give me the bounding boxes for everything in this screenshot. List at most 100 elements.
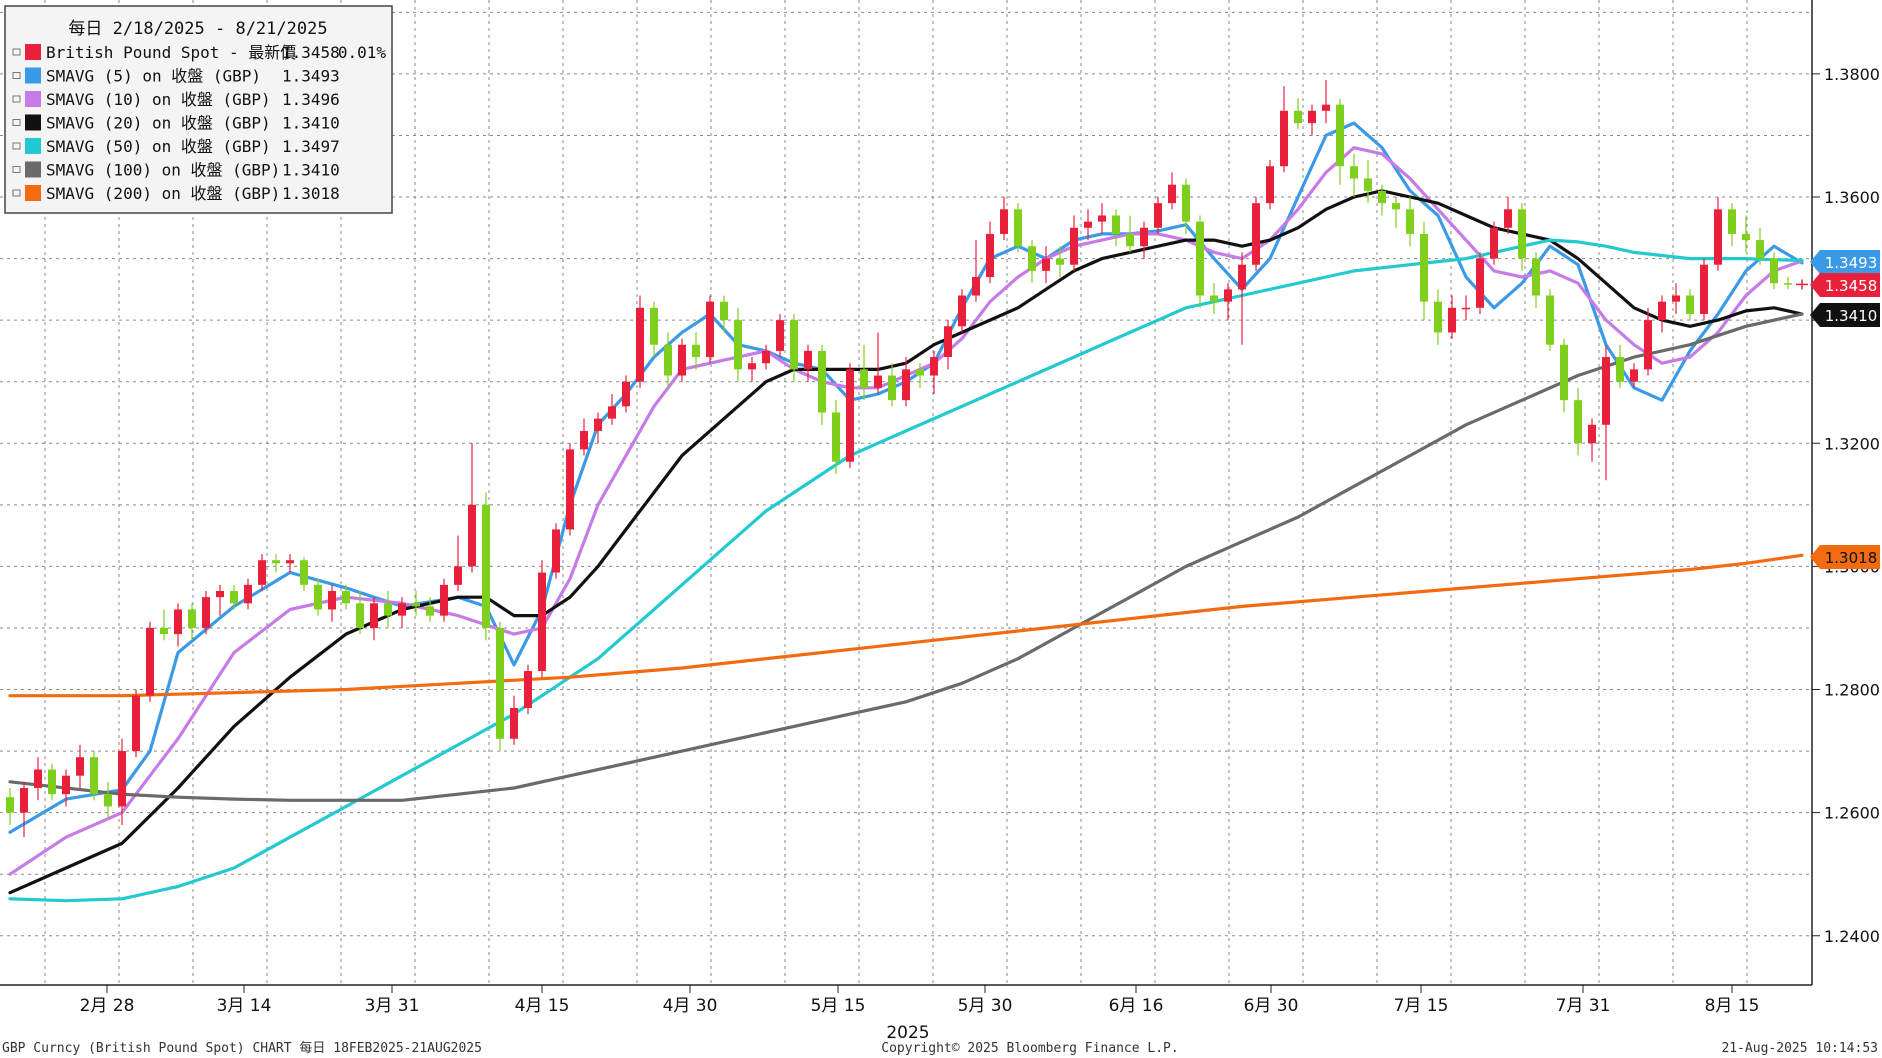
ma-line-100: [8, 312, 1804, 802]
legend-entry: SMAVG (5) on 收盤 (GBP) 1.3493: [12, 67, 340, 86]
candle: [916, 363, 924, 388]
candle: [356, 591, 364, 635]
candle: [1112, 209, 1120, 247]
candle: [188, 603, 196, 641]
candle: [1700, 258, 1708, 321]
candle: [1728, 203, 1736, 247]
footer-timestamp: 21-Aug-2025 10:14:53: [1721, 1041, 1878, 1056]
candle: [1756, 227, 1764, 265]
candle: [1672, 283, 1680, 314]
legend-label: SMAVG (100) on 收盤 (GBP): [46, 161, 280, 180]
price-tag: 1.3493: [1810, 250, 1880, 274]
candle: [1042, 246, 1050, 284]
candle: [832, 400, 840, 475]
x-tick-label: 3月 31: [365, 996, 420, 1016]
x-tick-label: 7月 15: [1394, 996, 1449, 1016]
ma-line-200: [8, 553, 1804, 698]
legend-entry: SMAVG (10) on 收盤 (GBP) 1.3496: [12, 90, 340, 109]
candle: [1714, 197, 1722, 271]
candle: [384, 591, 392, 628]
candle: [972, 240, 980, 302]
x-tick-label: 4月 30: [663, 996, 718, 1016]
candle: [1322, 80, 1330, 124]
candle: [1532, 252, 1540, 308]
candle: [734, 307, 742, 382]
y-tick-label: 1.2600: [1824, 804, 1880, 823]
candle: [1686, 289, 1694, 321]
candle: [1392, 197, 1400, 228]
candle: [1630, 363, 1638, 388]
legend-box: 每日 2/18/2025 - 8/21/2025 British Pound S…: [4, 5, 393, 214]
legend-entry: SMAVG (100) on 收盤 (GBP) 1.3410: [12, 161, 340, 180]
candle: [958, 289, 966, 333]
candle: [748, 357, 756, 382]
candle: [664, 332, 672, 388]
candle: [496, 621, 504, 752]
candle: [1546, 289, 1554, 351]
price-tag: 1.3018: [1810, 545, 1880, 569]
candle: [1000, 197, 1008, 241]
legend-label: SMAVG (50) on 收盤 (GBP): [46, 137, 271, 156]
price-tag-label: 1.3458: [1825, 277, 1878, 295]
y-tick-label: 1.3800: [1824, 65, 1880, 84]
candle: [1280, 86, 1288, 173]
candle: [1602, 344, 1610, 481]
candle: [874, 332, 882, 394]
candle: [1364, 160, 1372, 204]
price-tag-label: 1.3493: [1825, 254, 1878, 272]
x-tick-label: 5月 15: [811, 996, 866, 1016]
candle: [1084, 209, 1092, 241]
candle: [118, 738, 126, 825]
candle: [636, 295, 644, 388]
y-tick-label: 1.2400: [1824, 927, 1880, 946]
candle: [286, 554, 294, 573]
candle: [552, 523, 560, 579]
candle: [1420, 221, 1428, 321]
y-tick-label: 1.3200: [1824, 434, 1880, 453]
candle: [132, 689, 140, 758]
x-tick-label: 7月 31: [1556, 996, 1611, 1016]
chart-header: 每日 2/18/2025 - 8/21/2025: [68, 19, 327, 39]
candle: [1770, 252, 1778, 290]
candle: [720, 295, 728, 333]
candle: [1588, 418, 1596, 462]
candle: [790, 313, 798, 382]
candle: [930, 350, 938, 394]
candle: [566, 443, 574, 536]
candle: [1462, 295, 1470, 321]
x-tick-label: 4月 15: [515, 996, 570, 1016]
candle: [454, 535, 462, 591]
candle: [1266, 160, 1274, 210]
x-tick-label: 8月 15: [1705, 996, 1760, 1016]
candle: [202, 591, 210, 635]
y-tick-label: 1.2800: [1824, 681, 1880, 700]
candle: [1742, 215, 1750, 253]
candle: [762, 344, 770, 370]
legend-entry: SMAVG (200) on 收盤 (GBP) 1.3018: [12, 184, 340, 203]
candlestick-layer: [6, 80, 1808, 838]
candle: [692, 332, 700, 370]
candle: [524, 664, 532, 715]
legend-label: SMAVG (5) on 收盤 (GBP): [46, 67, 261, 86]
legend-value: 1.3458: [282, 43, 340, 62]
candle: [1182, 178, 1190, 234]
legend-value: 1.3018: [282, 184, 340, 203]
price-tag-label: 1.3410: [1825, 307, 1878, 325]
candle: [146, 621, 154, 702]
candle: [6, 788, 14, 825]
candle: [328, 584, 336, 622]
legend-label: SMAVG (200) on 收盤 (GBP): [46, 184, 280, 203]
candle: [580, 418, 588, 456]
x-tick-label: 3月 14: [217, 996, 272, 1016]
candle: [1014, 203, 1022, 253]
candle: [888, 363, 896, 407]
legend-value: 1.3497: [282, 137, 340, 156]
candle: [370, 597, 378, 641]
candle: [594, 412, 602, 444]
candle: [1434, 289, 1442, 345]
legend-value: 1.3410: [282, 161, 340, 180]
y-tick-label: 1.3600: [1824, 188, 1880, 207]
legend-entry: SMAVG (50) on 收盤 (GBP) 1.3497: [12, 137, 340, 156]
candle: [1294, 98, 1302, 130]
